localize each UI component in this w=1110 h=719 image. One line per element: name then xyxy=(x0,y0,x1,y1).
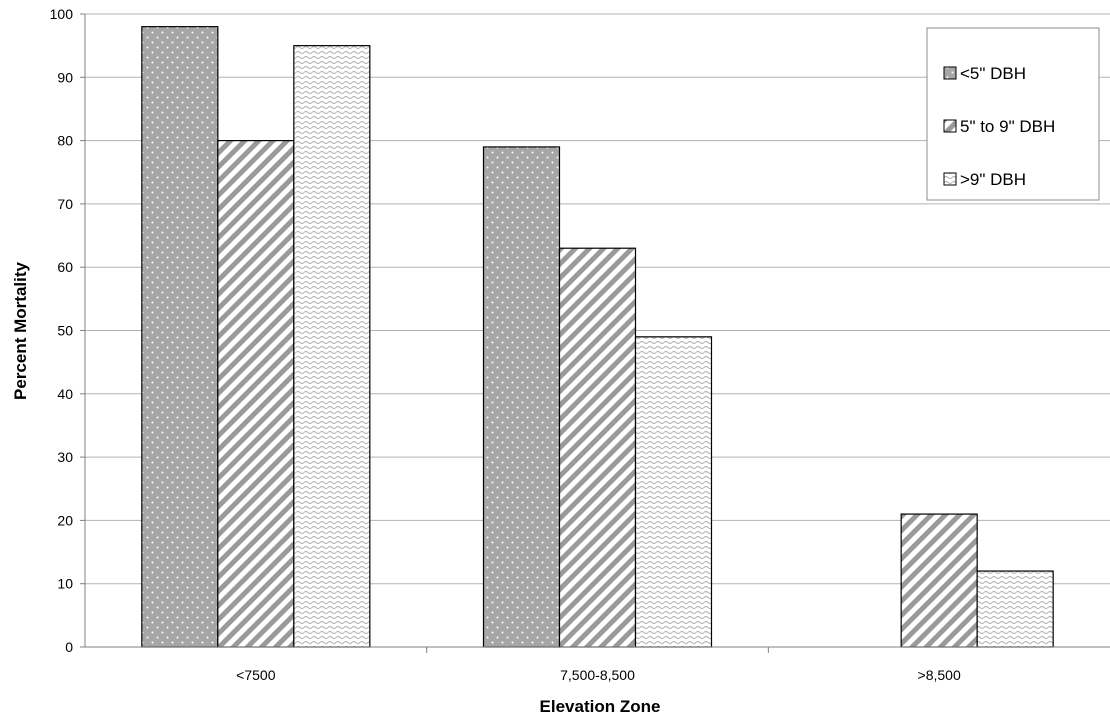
bar xyxy=(900,513,978,648)
y-tick-label: 80 xyxy=(57,133,73,149)
y-axis-title: Percent Mortality xyxy=(11,261,30,399)
axes: 0 10 20 30 40 50 60 70 80 90 100 <7500 7,500-8,500 >8… xyxy=(50,6,1110,683)
bar xyxy=(558,247,637,648)
legend-swatch xyxy=(943,66,957,80)
bar xyxy=(293,45,371,648)
x-axis-title: Elevation Zone xyxy=(540,697,661,716)
y-tick-label: 100 xyxy=(50,6,74,22)
legend-swatch xyxy=(943,119,957,133)
legend: <5" DBH 5" to 9" DBH >9" DBH xyxy=(926,27,1100,201)
y-tick-label: 10 xyxy=(57,576,73,592)
bars xyxy=(141,26,1054,648)
legend-box xyxy=(926,27,1100,201)
x-tick-label: 7,500-8,500 xyxy=(560,667,635,683)
bar xyxy=(217,140,295,648)
x-tick-label: >8,500 xyxy=(918,667,961,683)
bar xyxy=(976,570,1054,648)
x-tick-label: <7500 xyxy=(236,667,276,683)
bar xyxy=(634,336,713,648)
y-tick-label: 40 xyxy=(57,386,73,402)
legend-label: 5" to 9" DBH xyxy=(960,117,1055,136)
legend-swatch xyxy=(943,172,957,186)
legend-label: <5" DBH xyxy=(960,64,1026,83)
y-tick-label: 70 xyxy=(57,196,73,212)
bar xyxy=(482,146,561,648)
y-tick-label: 50 xyxy=(57,323,73,339)
y-tick-label: 0 xyxy=(65,639,73,655)
y-tick-label: 30 xyxy=(57,449,73,465)
y-tick-label: 20 xyxy=(57,512,73,528)
y-tick-label: 60 xyxy=(57,259,73,275)
legend-label: >9" DBH xyxy=(960,170,1026,189)
y-tick-label: 90 xyxy=(57,69,73,85)
bar xyxy=(141,26,219,648)
